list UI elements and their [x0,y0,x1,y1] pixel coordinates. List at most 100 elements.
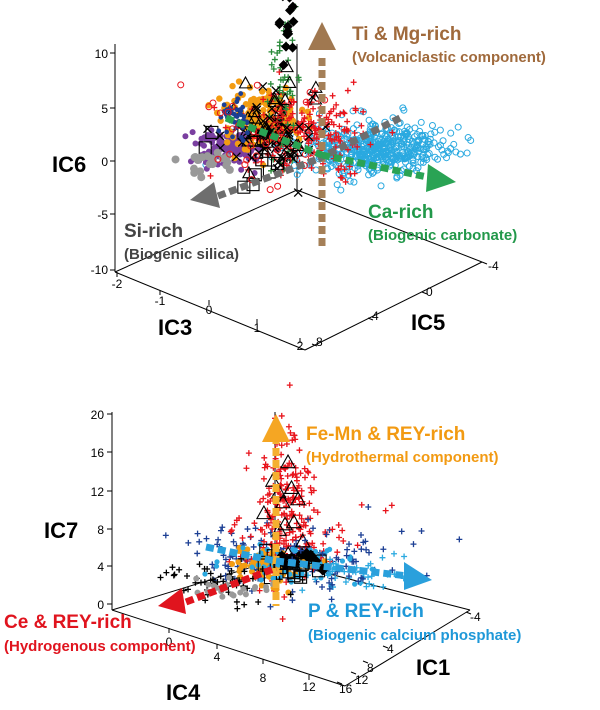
scatter-point [301,537,308,544]
plot-2-z-tick: 8 [97,523,104,537]
scatter-point [252,152,260,160]
scatter-point [337,138,344,145]
scatter-point [194,550,201,557]
scatter-point [401,553,408,560]
scatter-point [337,174,344,181]
scatter-point [244,526,251,533]
scatter-point [247,142,255,150]
scatter-point [456,536,463,543]
plot-1-x-tick: 2 [297,339,304,353]
scatter-point [268,61,275,68]
plot-1-arrowhead-ti-mg [308,22,336,50]
scatter-point [280,77,287,84]
plot-2-y-tick: 16 [339,682,353,696]
scatter-point [344,546,351,553]
plot-2-label-ce-desc: (Hydrogenous component) [4,638,196,655]
scatter-point [247,153,257,163]
scatter-point [318,575,324,581]
plot-1-y-tick: -4 [488,259,499,273]
plot-2-label-p-desc: (Biogenic calcium phosphate) [308,627,521,644]
scatter-point [320,540,327,547]
scatter-point [328,575,335,582]
scatter-point [418,527,425,534]
scatter-point [279,616,286,623]
scatter-point [360,539,367,546]
scatter-point [336,534,343,541]
scatter-point [344,118,351,125]
scatter-point [275,105,283,113]
scatter-point [226,150,234,158]
scatter-point [260,475,267,482]
scatter-point [239,135,244,140]
scatter-point [170,572,177,579]
plot-1-arrows [190,22,456,248]
plot-2-label-ce: Ce & REY-rich (Hydrogenous component) [4,612,196,655]
scatter-point [193,155,202,164]
scatter-point [263,587,270,594]
scatter-point [258,158,265,165]
scatter-point [353,558,360,565]
plot-2-points [157,382,463,623]
scatter-point [234,605,241,612]
scatter-point [278,92,293,106]
scatter-point [402,154,410,162]
scatter-point [295,495,302,502]
plot-1-y-tick: 0 [426,285,433,299]
scatter-point [278,442,285,449]
scatter-point [285,513,302,529]
scatter-point [287,98,295,106]
scatter-point [225,574,232,581]
scatter-point [205,103,213,111]
scatter-point [231,521,238,528]
scatter-point [261,464,268,471]
plot-2-label-fe-mn: Fe-Mn & REY-rich (Hydrothermal component… [306,424,499,466]
scatter-point [286,88,293,95]
scatter-point [405,162,413,170]
scatter-point [261,531,268,538]
scatter-point [401,158,409,166]
scatter-point [288,16,299,27]
scatter-point [354,166,362,174]
tick-mark [311,343,318,347]
scatter-point [310,507,317,514]
scatter-point [300,124,307,131]
scatter-point [327,556,334,563]
scatter-point [363,583,370,590]
scatter-point [430,139,438,147]
scatter-point [339,527,346,534]
scatter-point [215,536,222,543]
scatter-point [297,547,304,554]
scatter-point [358,531,365,538]
scatter-point [388,502,395,509]
scatter-point [250,543,257,550]
plot-1-arrowhead-si [190,182,220,208]
scatter-point [224,129,230,135]
scatter-point [308,164,315,171]
scatter-point [270,65,277,72]
scatter-point [301,114,308,121]
scatter-point [312,127,319,134]
scatter-point [284,473,291,480]
scatter-point [380,546,387,553]
scatter-point [439,137,447,145]
scatter-point [304,123,314,133]
scatter-point [286,0,293,3]
scatter-point [314,509,321,516]
scatter-point [269,525,276,532]
scatter-point [260,107,267,114]
scatter-point [283,441,290,448]
scatter-point [309,540,316,547]
scatter-point [382,507,389,514]
scatter-point [276,115,284,123]
scatter-point [396,133,404,141]
scatter-point [244,119,250,125]
scatter-point [409,157,417,165]
scatter-point [300,118,307,125]
scatter-point [338,163,345,170]
plot-1-label-ti-mg-name: Ti & Mg-rich [352,24,461,45]
scatter-point [335,167,342,174]
scatter-point [323,531,330,538]
scatter-point [247,111,262,124]
scatter-point [292,534,299,541]
scatter-point [229,82,236,90]
